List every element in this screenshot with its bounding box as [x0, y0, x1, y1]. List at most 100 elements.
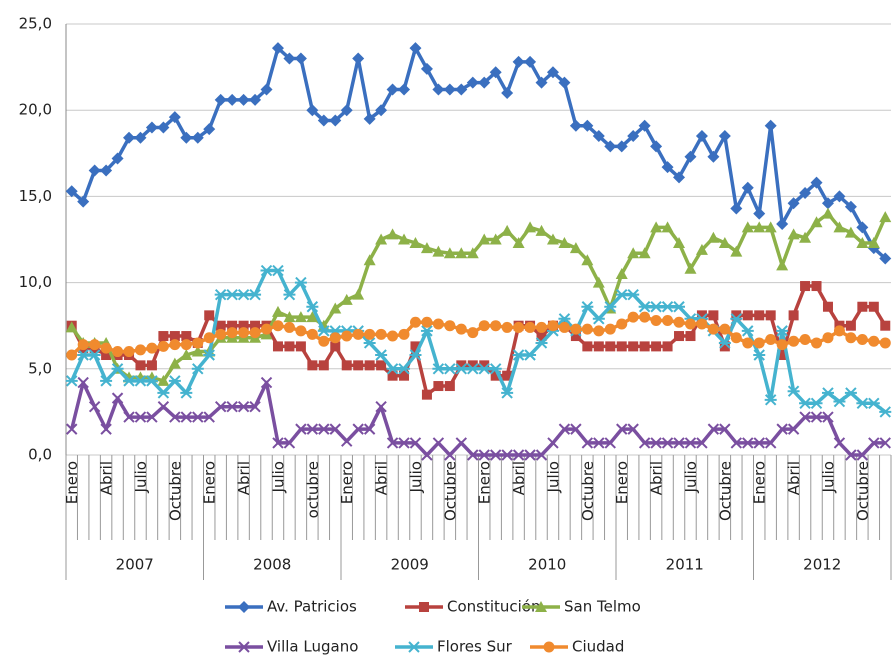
data-point	[502, 370, 513, 381]
data-point	[478, 320, 490, 332]
data-point	[237, 288, 250, 301]
data-point	[776, 217, 789, 230]
data-point	[249, 93, 262, 106]
data-point	[100, 164, 113, 177]
data-point	[811, 337, 823, 349]
x-tick-label: Julio	[682, 461, 700, 493]
data-point	[845, 332, 857, 344]
data-point	[741, 325, 754, 337]
year-label: 2007	[116, 556, 154, 574]
y-tick-label: 25,0	[19, 15, 52, 33]
data-point	[215, 328, 227, 340]
x-tick-label: Abril	[510, 461, 528, 495]
data-point	[742, 437, 754, 449]
data-point	[387, 370, 398, 381]
data-point	[810, 411, 823, 423]
data-point	[489, 66, 502, 79]
data-point	[386, 437, 399, 449]
data-point	[134, 131, 147, 144]
data-point	[192, 411, 204, 423]
data-point	[718, 236, 731, 248]
data-point	[535, 449, 548, 461]
x-tick-label: Abril	[648, 461, 666, 495]
data-point	[386, 363, 399, 375]
data-point	[272, 437, 284, 449]
data-point	[673, 171, 686, 184]
data-point	[651, 341, 662, 352]
data-point	[409, 349, 422, 361]
y-tick-label: 15,0	[19, 187, 52, 205]
data-point	[283, 321, 295, 333]
data-point	[420, 242, 433, 254]
data-point	[398, 363, 411, 375]
data-point	[765, 333, 777, 345]
data-point	[776, 423, 788, 435]
data-point	[730, 245, 743, 257]
data-point	[306, 301, 319, 313]
year-label: 2009	[391, 556, 429, 574]
data-point	[719, 323, 731, 335]
data-point	[432, 83, 445, 96]
data-point	[432, 318, 444, 330]
data-point	[674, 331, 685, 342]
data-point	[443, 247, 456, 259]
data-point	[295, 423, 307, 435]
data-point	[364, 360, 375, 371]
data-point	[226, 288, 239, 301]
data-point	[650, 301, 663, 313]
data-point	[730, 332, 742, 344]
data-point	[375, 328, 387, 340]
data-point	[615, 140, 628, 153]
data-point	[867, 397, 880, 409]
data-point	[169, 339, 181, 351]
data-point	[134, 344, 146, 356]
legend-marker	[238, 641, 250, 653]
data-point	[111, 152, 124, 165]
data-point	[284, 341, 295, 352]
data-point	[307, 360, 318, 371]
data-point	[628, 341, 639, 352]
data-point	[123, 411, 135, 423]
x-tick-label: Enero	[63, 461, 81, 504]
data-point	[581, 254, 594, 266]
data-point	[845, 320, 856, 331]
legend-label: Ciudad	[572, 638, 624, 656]
data-point	[88, 401, 101, 413]
data-point	[352, 328, 364, 340]
data-point	[306, 423, 319, 435]
data-point	[410, 341, 421, 352]
data-point	[844, 387, 857, 399]
data-point	[181, 331, 192, 342]
data-point	[673, 437, 685, 449]
data-point	[352, 52, 365, 65]
data-point	[581, 301, 594, 313]
data-point	[753, 221, 766, 233]
x-tick-label: Octubre	[716, 461, 734, 521]
data-point	[662, 341, 673, 352]
data-point	[271, 42, 284, 55]
data-point	[295, 341, 306, 352]
data-point	[604, 437, 616, 449]
data-point	[684, 150, 697, 163]
data-point	[787, 385, 800, 397]
x-tick-label: Octubre	[854, 461, 872, 521]
data-point	[329, 302, 342, 314]
data-point	[214, 401, 227, 413]
data-point	[111, 392, 124, 404]
data-point	[844, 226, 857, 238]
data-point	[260, 264, 273, 277]
data-point	[776, 325, 789, 337]
data-point	[604, 323, 616, 335]
data-point	[696, 437, 708, 449]
data-point	[203, 123, 216, 136]
data-point	[650, 437, 662, 449]
data-point	[650, 315, 662, 327]
data-point	[593, 325, 605, 337]
x-tick-label: Julio	[132, 461, 150, 493]
data-point	[833, 437, 846, 449]
data-point	[180, 411, 193, 423]
data-point	[387, 330, 399, 342]
data-point	[605, 341, 616, 352]
data-point	[639, 341, 650, 352]
x-tick-label: Octubre	[166, 461, 184, 521]
